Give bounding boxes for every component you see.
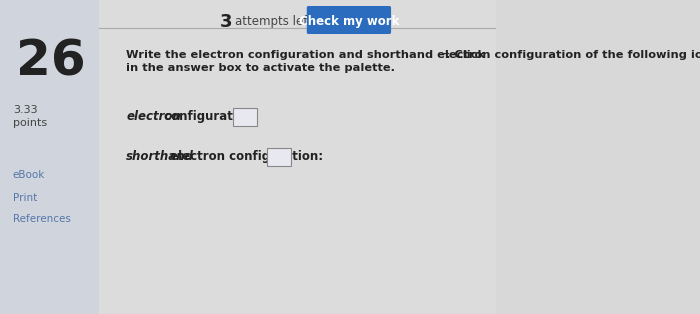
Text: References: References <box>13 214 71 224</box>
Text: Print: Print <box>13 193 37 203</box>
Text: 3.33
points: 3.33 points <box>13 105 47 128</box>
Text: eBook: eBook <box>13 170 45 180</box>
Text: 26: 26 <box>15 38 85 86</box>
FancyBboxPatch shape <box>0 0 99 314</box>
Text: +: + <box>442 49 449 58</box>
Text: Check my work: Check my work <box>299 14 399 28</box>
FancyBboxPatch shape <box>233 108 257 126</box>
Text: 3: 3 <box>220 13 232 31</box>
FancyBboxPatch shape <box>99 0 496 314</box>
Text: electron configuration:: electron configuration: <box>166 150 323 163</box>
FancyBboxPatch shape <box>307 6 391 34</box>
Text: attempts left: attempts left <box>235 15 312 28</box>
Text: Write the electron configuration and shorthand electron configuration of the fol: Write the electron configuration and sho… <box>126 50 700 60</box>
FancyBboxPatch shape <box>267 148 291 166</box>
Text: configuration:: configuration: <box>160 110 258 123</box>
Text: in the answer box to activate the palette.: in the answer box to activate the palett… <box>126 63 395 73</box>
Text: . Click: . Click <box>447 50 486 60</box>
Text: electron: electron <box>126 110 181 123</box>
Text: shorthand: shorthand <box>126 150 194 163</box>
